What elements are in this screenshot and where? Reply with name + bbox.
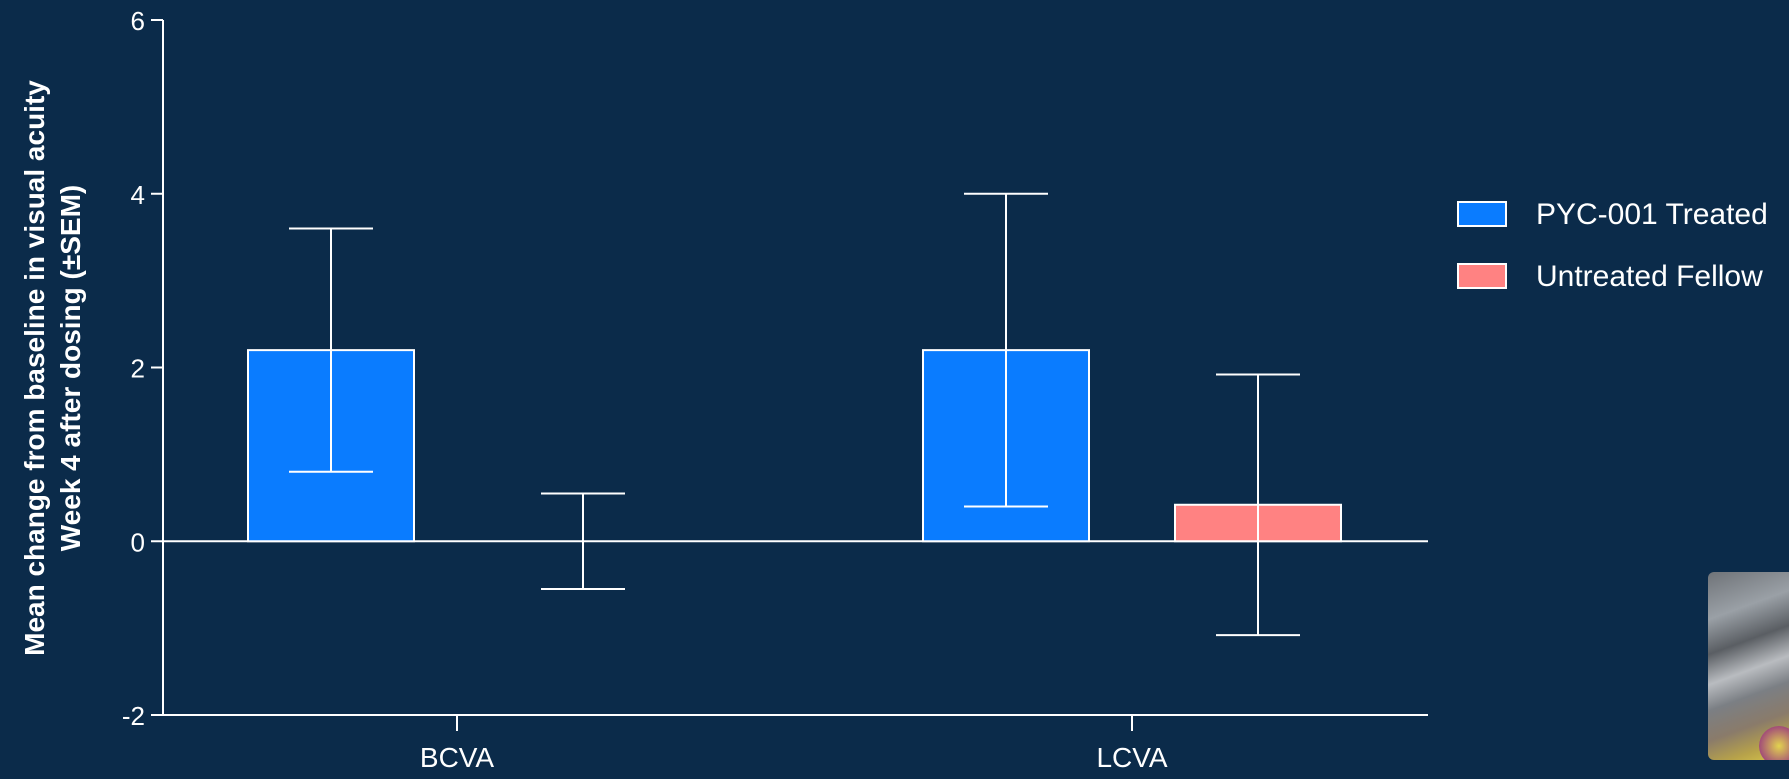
y-axis-label-line-1: Mean change from baseline in visual acui… [19,80,50,656]
y-axis-label: Mean change from baseline in visual acui… [19,80,86,656]
legend-label: Untreated Fellow [1536,260,1763,293]
y-tick-label: 2 [131,354,145,384]
y-tick-label: 6 [131,6,145,36]
legend: PYC-001 Treated Untreated Fellow [1457,198,1768,293]
y-tick-label: 0 [131,527,145,557]
chart-marks: -2 0 2 4 6 BCVA LCVA [122,6,1428,773]
legend-swatch [1457,263,1507,289]
y-tick-label: 4 [131,180,145,210]
x-tick-label: LCVA [1096,742,1167,773]
x-tick-label: BCVA [420,742,494,773]
corner-photo [1708,572,1789,760]
y-axis-label-line-2: Week 4 after dosing (±SEM) [55,185,86,551]
legend-label: PYC-001 Treated [1536,198,1768,231]
y-tick-label: -2 [122,701,145,731]
legend-swatch [1457,201,1507,227]
